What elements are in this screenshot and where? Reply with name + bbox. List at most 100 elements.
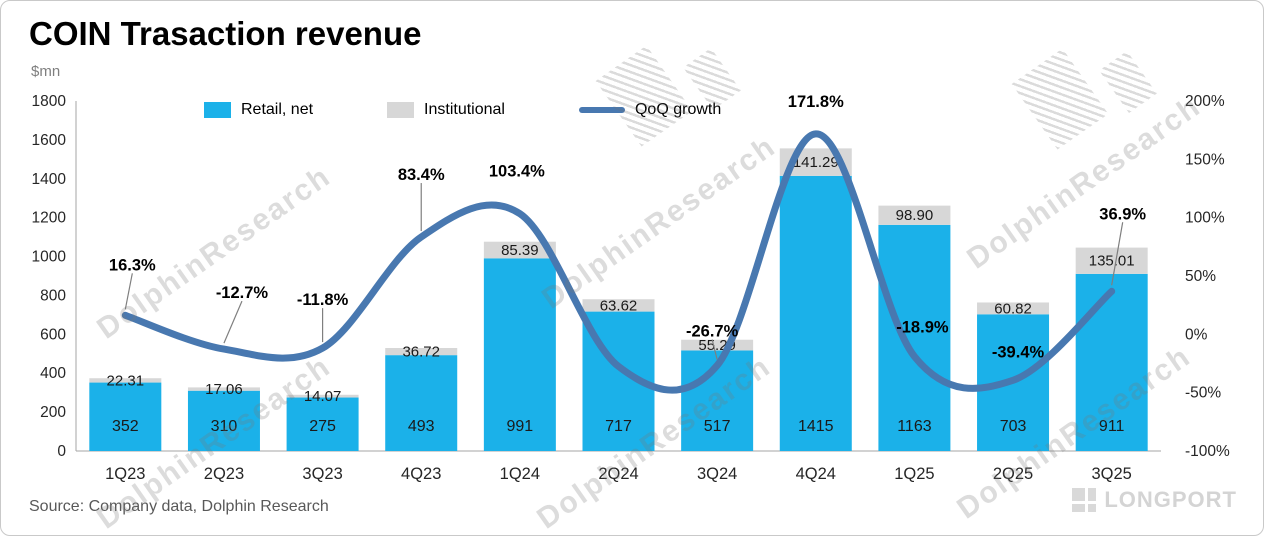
left-axis-tick-label: 1400 — [32, 171, 67, 188]
qoq-growth-label: 103.4% — [489, 163, 545, 181]
institutional-value-label: 98.90 — [896, 207, 934, 224]
retail-value-label: 1163 — [897, 418, 932, 435]
left-axis-tick-label: 1800 — [32, 93, 67, 110]
qoq-growth-label: -26.7% — [686, 322, 739, 340]
x-axis-category-label: 3Q23 — [302, 465, 342, 483]
x-axis-category-label: 2Q25 — [993, 465, 1033, 483]
x-axis-category-label: 2Q23 — [204, 465, 244, 483]
institutional-bar — [977, 302, 1050, 315]
qoq-growth-label: 171.8% — [788, 93, 844, 111]
qoq-line-swatch-icon — [578, 107, 625, 113]
retail-bar — [878, 224, 951, 451]
right-axis-tick-label: 50% — [1185, 268, 1216, 285]
right-axis-tick-label: 0% — [1185, 326, 1208, 343]
x-axis-category-label: 1Q23 — [105, 465, 145, 483]
retail-value-label: 493 — [408, 418, 435, 435]
longport-logo-icon — [1072, 488, 1097, 512]
axis-unit-label: $mn — [31, 63, 61, 80]
legend-item-retail: Retail, net — [204, 101, 313, 119]
retail-bar — [286, 397, 359, 451]
retail-value-label: 717 — [605, 418, 632, 435]
left-axis-tick-label: 1200 — [32, 210, 67, 227]
right-axis-tick-label: -50% — [1185, 385, 1221, 402]
retail-value-label: 310 — [211, 418, 238, 435]
x-axis-category-label: 3Q25 — [1091, 465, 1131, 483]
institutional-value-label: 85.39 — [501, 242, 539, 259]
institutional-value-label: 141.29 — [793, 154, 839, 171]
retail-swatch-icon — [204, 102, 231, 118]
left-axis-tick-label: 800 — [40, 287, 66, 304]
retail-value-label: 275 — [309, 418, 336, 435]
x-axis-category-label: 3Q24 — [697, 465, 737, 483]
institutional-bar — [1075, 247, 1148, 274]
qoq-growth-label: -11.8% — [297, 291, 349, 309]
left-axis-tick-label: 0 — [57, 443, 66, 460]
x-axis-category-label: 1Q25 — [894, 465, 934, 483]
qoq-growth-label: 83.4% — [398, 166, 445, 184]
qoq-growth-label: 16.3% — [109, 256, 156, 274]
chart-title: COIN Trasaction revenue — [29, 15, 422, 52]
qoq-label-leader-line — [1111, 222, 1124, 286]
legend-item-institutional: Institutional — [387, 101, 505, 119]
legend-label-institutional: Institutional — [424, 101, 505, 118]
retail-bar — [779, 175, 852, 451]
qoq-label-leader-line — [711, 339, 718, 360]
x-axis-category-label: 4Q24 — [796, 465, 836, 483]
institutional-bar — [385, 347, 458, 356]
institutional-swatch-icon — [387, 102, 415, 118]
retail-value-label: 517 — [704, 418, 731, 435]
right-axis-tick-label: 150% — [1185, 151, 1225, 168]
qoq-growth-label: -39.4% — [992, 343, 1045, 361]
retail-bar — [385, 355, 458, 451]
institutional-value-label: 22.31 — [107, 372, 145, 389]
institutional-value-label: 36.72 — [402, 344, 440, 361]
institutional-bar — [187, 387, 260, 391]
retail-bar — [187, 390, 260, 451]
left-axis-tick-label: 600 — [40, 326, 66, 343]
longport-logo: LONGPORT — [1072, 487, 1237, 513]
retail-value-label: 352 — [112, 418, 139, 435]
right-axis-tick-label: 200% — [1185, 93, 1225, 110]
qoq-growth-label: 36.9% — [1099, 205, 1146, 223]
x-axis-category-label: 2Q24 — [598, 465, 638, 483]
left-axis-tick-label: 1600 — [32, 132, 67, 149]
retail-value-label: 911 — [1099, 418, 1125, 435]
legend-item-qoq: QoQ growth — [578, 101, 722, 119]
retail-bar — [483, 258, 556, 451]
institutional-value-label: 135.01 — [1089, 253, 1135, 270]
qoq-growth-line — [121, 130, 1116, 394]
retail-bar — [1075, 273, 1148, 451]
x-axis-category-label: 1Q24 — [500, 465, 540, 483]
institutional-bar — [483, 241, 556, 259]
institutional-value-label: 14.07 — [304, 388, 342, 405]
retail-value-label: 991 — [507, 418, 534, 435]
institutional-bar — [681, 339, 754, 351]
institutional-bar — [582, 299, 655, 312]
qoq-label-leader-line — [124, 273, 133, 310]
institutional-value-label: 17.06 — [205, 381, 243, 398]
right-axis-tick-label: 100% — [1185, 210, 1225, 227]
retail-value-label: 703 — [1000, 418, 1027, 435]
institutional-value-label: 60.82 — [994, 300, 1032, 317]
retail-value-label: 1415 — [798, 418, 834, 435]
longport-logo-text: LONGPORT — [1104, 487, 1237, 512]
legend: Retail, net Institutional QoQ growth — [204, 101, 721, 119]
institutional-bar — [878, 205, 951, 225]
legend-label-qoq: QoQ growth — [634, 101, 722, 118]
qoq-growth-label: -12.7% — [216, 284, 269, 302]
source-note: Source: Company data, Dolphin Research — [29, 498, 329, 515]
qoq-label-leader-line — [223, 300, 243, 344]
right-axis-tick-label: -100% — [1185, 443, 1230, 460]
institutional-value-label: 63.62 — [600, 297, 638, 314]
left-axis-tick-label: 1000 — [32, 249, 67, 266]
legend-label-retail: Retail, net — [241, 101, 314, 118]
left-axis-tick-label: 400 — [40, 365, 66, 382]
institutional-bar — [89, 378, 162, 383]
left-axis-tick-label: 200 — [40, 404, 66, 421]
institutional-bar — [286, 394, 359, 398]
x-axis-category-label: 4Q23 — [401, 465, 441, 483]
qoq-growth-label: -18.9% — [896, 318, 949, 336]
retail-bar — [89, 382, 162, 451]
